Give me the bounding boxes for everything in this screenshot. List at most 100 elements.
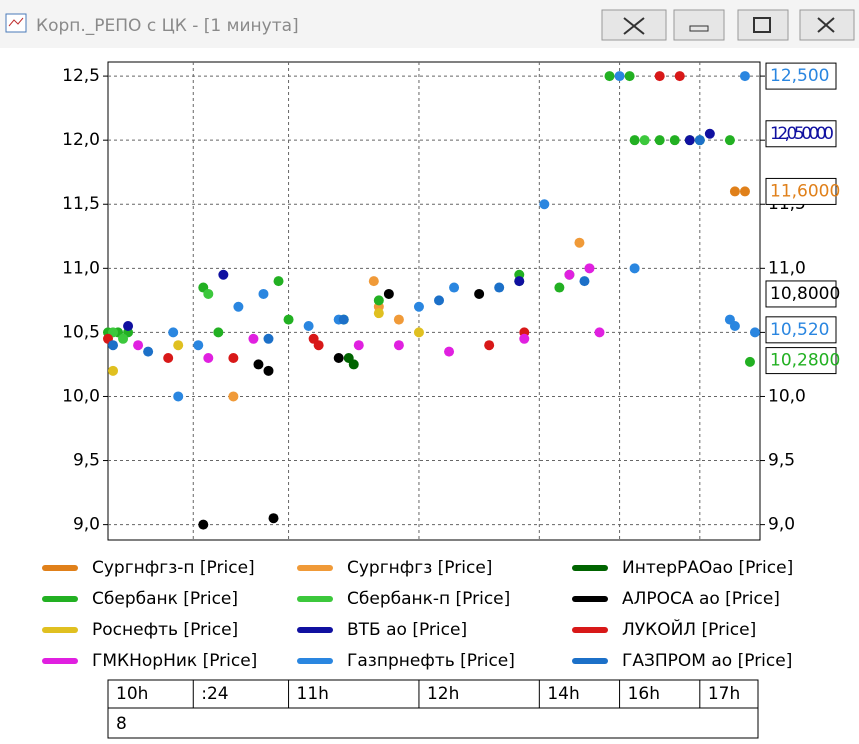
legend-label: Роснефть [Price]	[92, 620, 238, 640]
point	[584, 263, 595, 274]
point	[333, 353, 344, 364]
point	[258, 288, 269, 299]
legend-label: ИнтерРАОао [Price]	[622, 558, 793, 578]
point	[173, 391, 184, 402]
point	[118, 333, 129, 344]
point	[283, 314, 294, 325]
point	[383, 288, 394, 299]
legend-label: ГАЗПРОМ ао [Price]	[622, 651, 792, 671]
point	[724, 135, 735, 146]
point	[614, 71, 625, 82]
point	[444, 346, 455, 357]
point	[123, 320, 134, 331]
point	[273, 276, 284, 287]
point	[654, 71, 665, 82]
point	[474, 288, 485, 299]
point	[173, 340, 184, 351]
point	[413, 327, 424, 338]
point	[739, 186, 750, 197]
x-tick-label: 11h	[297, 684, 329, 704]
y-tick-label: 9,5	[73, 451, 100, 471]
legend-label: Сбербанк-п [Price]	[347, 589, 510, 609]
maximize-button[interactable]	[737, 9, 789, 41]
point	[674, 71, 685, 82]
minimize-icon	[689, 25, 709, 32]
point	[193, 340, 204, 351]
point	[198, 519, 209, 530]
point	[393, 314, 404, 325]
point	[108, 340, 119, 351]
point	[263, 333, 274, 344]
point	[203, 353, 214, 364]
point	[704, 128, 715, 139]
end-label-box	[765, 62, 837, 90]
legend-label: Сургнфгз [Price]	[347, 558, 492, 578]
point	[639, 135, 650, 146]
y2-tick-label: 10,0	[768, 386, 806, 406]
point	[228, 391, 239, 402]
point	[373, 308, 384, 319]
end-label: 12,500	[770, 66, 829, 86]
point	[574, 237, 585, 248]
window-title: Корп._РЕПО с ЦК - [1 минута]	[36, 16, 299, 36]
maximize-icon	[753, 17, 771, 33]
point	[268, 513, 279, 524]
legend-label: ВТБ ао [Price]	[347, 620, 467, 640]
point	[168, 327, 179, 338]
point	[564, 269, 575, 280]
point	[729, 186, 740, 197]
end-label-box	[765, 316, 837, 344]
point	[519, 333, 530, 344]
x-tick-label: 16h	[628, 684, 660, 704]
legend-label: Сургнфгз-п [Price]	[92, 558, 255, 578]
x-tick-label: 10h	[116, 684, 148, 704]
minimize-button[interactable]	[673, 9, 725, 41]
legend-label: Газпрнефть [Price]	[347, 651, 515, 671]
end-label: 10,2800	[770, 351, 840, 371]
y-tick-label: 9,0	[73, 515, 100, 535]
y2-tick-label: 11,0	[768, 258, 806, 278]
y-tick-label: 10,0	[62, 386, 100, 406]
point	[629, 263, 640, 274]
point	[313, 340, 324, 351]
legend-label: ГМКНорНик [Price]	[92, 651, 257, 671]
y-tick-label: 11,0	[62, 258, 100, 278]
legend-label: АЛРОСА ао [Price]	[622, 589, 780, 609]
point	[303, 320, 314, 331]
point	[338, 314, 349, 325]
end-label-box	[765, 280, 837, 308]
end-label: 10,520	[770, 320, 829, 340]
close-icon	[817, 17, 835, 33]
point	[143, 346, 154, 357]
point	[629, 135, 640, 146]
point	[133, 340, 144, 351]
end-label-box	[765, 177, 837, 205]
point	[484, 340, 495, 351]
point	[263, 365, 274, 376]
y-tick-label: 11,5	[62, 194, 100, 214]
end-label: 11,6000	[770, 181, 840, 201]
point	[368, 276, 379, 287]
x-tick-label: 17h	[708, 684, 740, 704]
restore-layout-icon	[623, 17, 645, 35]
point	[108, 365, 119, 376]
point	[348, 359, 359, 370]
point	[434, 295, 445, 306]
point	[163, 353, 174, 364]
app-icon-line	[8, 17, 24, 27]
point	[624, 71, 635, 82]
app-icon	[5, 13, 27, 33]
point	[604, 71, 615, 82]
point	[554, 282, 565, 293]
point	[739, 71, 750, 82]
y-tick-label: 10,5	[62, 322, 100, 342]
point	[353, 340, 364, 351]
x-tick-label: 12h	[427, 684, 459, 704]
point	[669, 135, 680, 146]
point	[694, 135, 705, 146]
point	[684, 135, 695, 146]
point	[228, 353, 239, 364]
point	[449, 282, 460, 293]
